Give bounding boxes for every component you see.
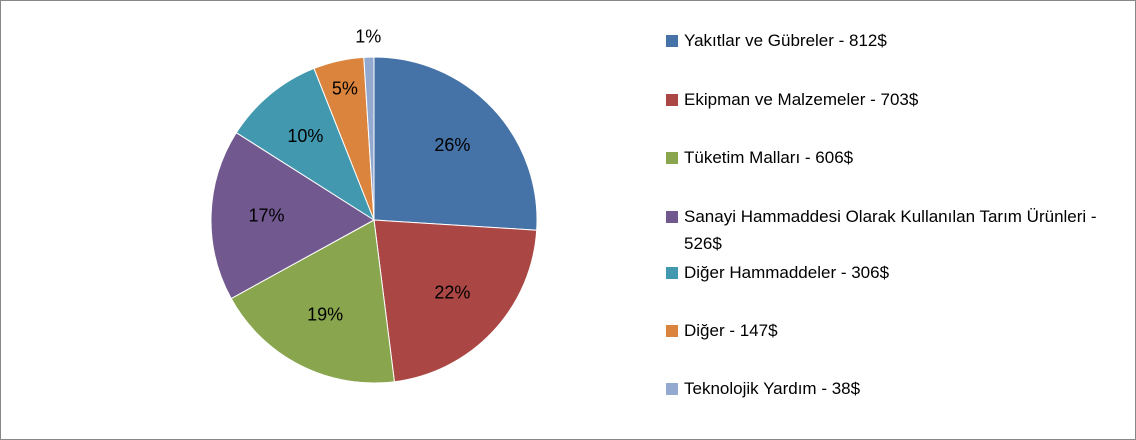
pie-slice [373, 56, 538, 231]
legend-swatch [666, 267, 678, 279]
legend-item: Tüketim Malları - 606$ [666, 144, 1106, 171]
legend-label: Ekipman ve Malzemeler - 703$ [684, 90, 919, 109]
legend-label: Yakıtlar ve Gübreler - 812$ [684, 31, 887, 50]
legend-item: Diğer Hammaddeler - 306$ [666, 259, 1106, 286]
legend-item: Yakıtlar ve Gübreler - 812$ [666, 27, 1106, 54]
pie-slice [210, 131, 375, 300]
legend-item: Teknolojik Yardım - 38$ [666, 375, 1106, 402]
legend-item: Ekipman ve Malzemeler - 703$ [666, 86, 1106, 113]
legend-swatch [666, 325, 678, 337]
legend-swatch [666, 211, 678, 223]
data-label: 5% [332, 78, 358, 98]
legend-label: Teknolojik Yardım - 38$ [684, 379, 861, 398]
data-label: 26% [434, 135, 470, 155]
data-label: 19% [307, 305, 343, 325]
legend-label: Sanayi Hammaddesi Olarak Kullanılan Tarı… [684, 207, 1097, 253]
legend-label: Tüketim Malları - 606$ [684, 148, 854, 167]
pie-slice [363, 56, 375, 221]
data-label: 1% [355, 26, 381, 46]
pie-slice [235, 67, 376, 222]
legend-label: Diğer Hammaddeler - 306$ [684, 263, 890, 282]
legend-swatch [666, 152, 678, 164]
legend-swatch [666, 94, 678, 106]
legend-swatch [666, 35, 678, 47]
legend-swatch [666, 383, 678, 395]
legend: Yakıtlar ve Gübreler - 812$ Ekipman ve Ma… [666, 0, 1106, 440]
pie-slice [373, 219, 538, 383]
legend-item: Sanayi Hammaddesi Olarak Kullanılan Tarı… [666, 203, 1106, 257]
data-label: 10% [287, 126, 323, 146]
pie-slice [230, 219, 395, 384]
legend-item: Diğer - 147$ [666, 317, 1106, 344]
data-label: 17% [248, 205, 284, 225]
data-label: 22% [434, 282, 470, 302]
legend-label: Diğer - 147$ [684, 321, 778, 340]
